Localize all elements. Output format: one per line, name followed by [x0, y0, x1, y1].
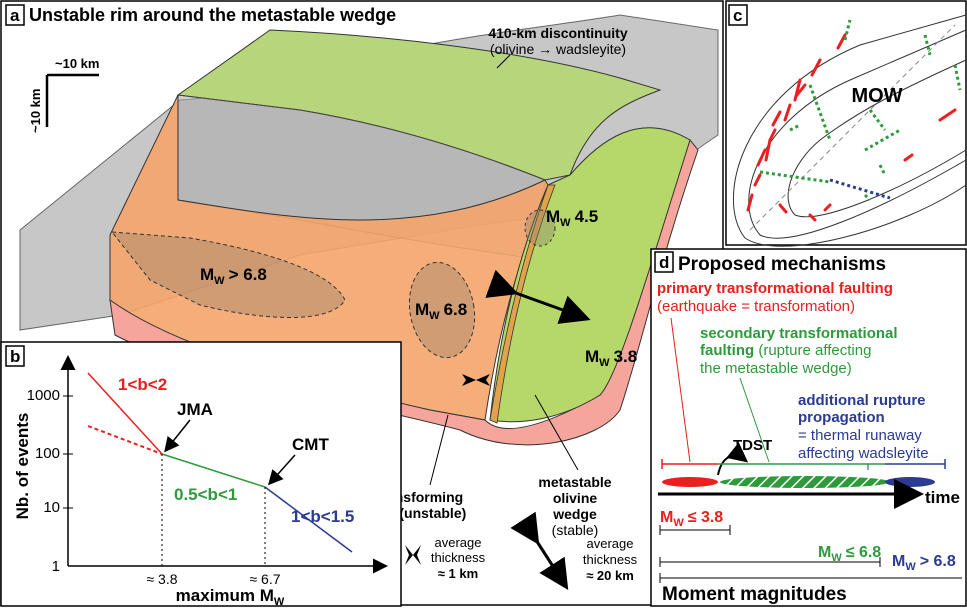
svg-text:metastable: metastable [538, 474, 611, 490]
additional-line-3: = thermal runaway [798, 427, 922, 444]
additional-line-1: additional rupture [798, 392, 926, 409]
panel-d-title: Proposed mechanisms [678, 254, 886, 275]
wedge-thickness-label: average thickness ≈ 20 km [583, 536, 638, 583]
mw-label-mid: MW 6.8 [415, 300, 467, 322]
scale-v-label: ~10 km [28, 89, 43, 133]
additional-line-2: propagation [798, 409, 885, 426]
rim-thickness-label: average thickness ≈ 1 km [431, 535, 486, 581]
additional-line-4: affecting wadsleyite [798, 445, 929, 462]
mw-range-1: MW ≤ 3.8 [660, 509, 723, 529]
rupture-patch-mid [408, 261, 476, 359]
svg-text:1000: 1000 [27, 387, 60, 404]
svg-text:thickness: thickness [583, 552, 638, 567]
mw-label-large: MW > 6.8 [200, 265, 267, 287]
secondary-line-1: secondary transformational [700, 325, 898, 342]
discontinuity-label-1: 410-km discontinuity [488, 25, 627, 41]
panel-a-letter: a [10, 6, 20, 25]
svg-text:≈ 6.7: ≈ 6.7 [249, 571, 280, 587]
secondary-line-2: faulting (rupture affecting [700, 342, 871, 359]
svg-text:average: average [435, 535, 482, 550]
svg-text:100: 100 [35, 445, 60, 462]
svg-text:≈ 3.8: ≈ 3.8 [146, 571, 177, 587]
panel-c-letter: c [733, 6, 742, 25]
rupture-patch-small [524, 209, 556, 247]
svg-text:10: 10 [43, 499, 60, 516]
svg-text:≈ 20 km: ≈ 20 km [586, 568, 634, 583]
panel-d-letter: d [659, 253, 669, 272]
mw-label-edge: MW 3.8 [585, 347, 637, 369]
mw-range-3: MW > 6.8 [892, 553, 956, 573]
svg-text:olivine: olivine [553, 490, 598, 506]
additional-event-ellipse [885, 477, 935, 487]
panel-b: b 1 10 100 1000 Nb. of events ≈ 3.8 ≈ 6.… [0, 341, 402, 608]
blue-rupture [829, 178, 891, 200]
rupture-patch-large [110, 231, 346, 318]
primary-line-2: (earthquake = transformation) [657, 298, 855, 315]
tdst-label: TDST [733, 437, 772, 454]
green-faults [759, 19, 962, 202]
secondary-line-3: the metastable wedge) [700, 360, 852, 377]
primary-event-ellipse [662, 477, 718, 487]
svg-text:≈ 1 km: ≈ 1 km [438, 566, 478, 581]
y-ticks: 1 10 100 1000 [27, 387, 60, 575]
secondary-event-ellipse [720, 476, 890, 488]
mw-label-small: MW 4.5 [546, 207, 598, 229]
svg-text:thickness: thickness [431, 550, 486, 565]
svg-text:1: 1 [52, 558, 60, 575]
panel-c: c MOW [725, 0, 967, 247]
b-segment-1-label: 1<b<2 [118, 375, 167, 394]
primary-line-1: primary transformational faulting [657, 280, 893, 297]
panel-b-letter: b [10, 347, 20, 366]
scale-h-label: ~10 km [55, 56, 99, 71]
mow-label: MOW [851, 85, 902, 107]
discontinuity-label-2: (olivine → wadsleyite) [490, 41, 626, 57]
b-segment-3-label: 1<b<1.5 [291, 507, 354, 526]
time-label: time [925, 488, 960, 507]
x-ticks: ≈ 3.8 ≈ 6.7 [146, 571, 280, 587]
panel-d: d Proposed mechanisms primary transforma… [650, 248, 967, 607]
x-axis-label: maximum MW [176, 586, 285, 608]
red-faults [746, 33, 957, 222]
mw-range-2: MW ≤ 6.8 [818, 544, 881, 564]
scale-bar [45, 73, 99, 127]
panel-a: a Unstable rim around the metastable wed… [0, 0, 724, 606]
moment-magnitudes-title: Moment magnitudes [662, 584, 847, 605]
cmt-label: CMT [292, 435, 329, 454]
jma-label: JMA [177, 400, 213, 419]
panel-a-title: Unstable rim around the metastable wedge [29, 5, 396, 25]
y-axis-label: Nb. of events [13, 413, 32, 520]
svg-text:average: average [587, 536, 634, 551]
b-segment-2-label: 0.5<b<1 [174, 485, 237, 504]
svg-text:wedge: wedge [552, 506, 597, 522]
